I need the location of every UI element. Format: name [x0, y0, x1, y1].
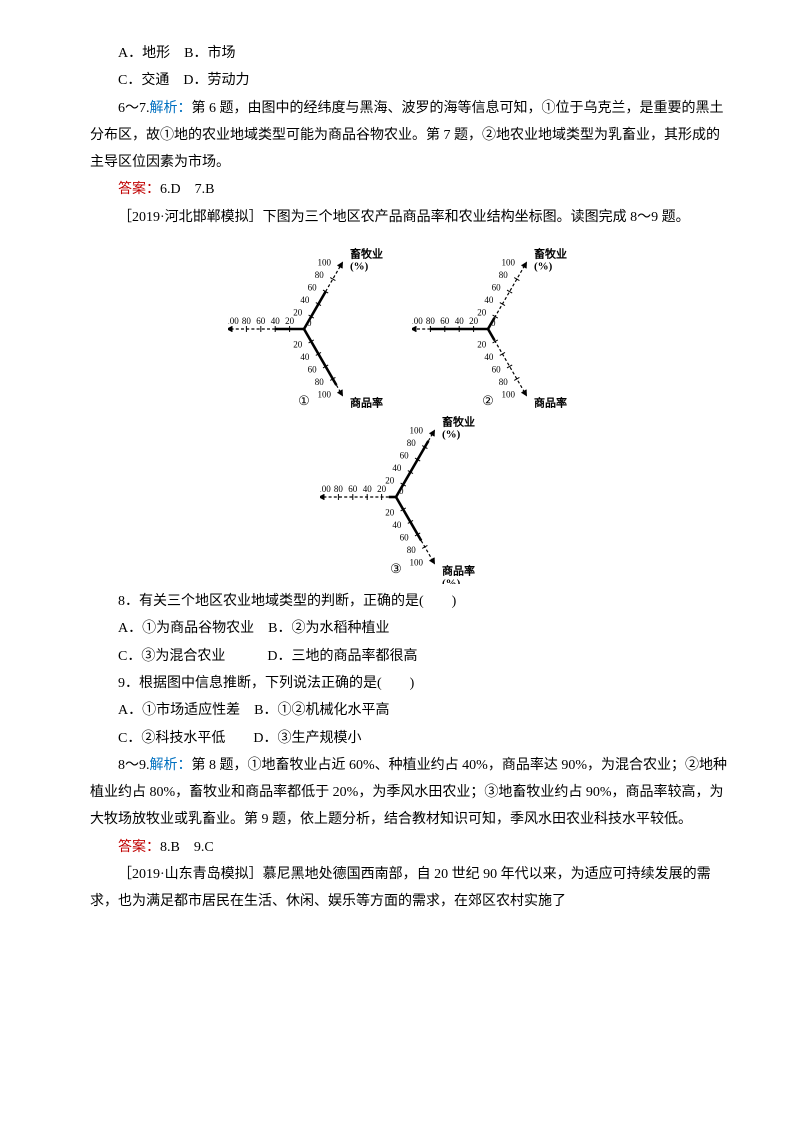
answer-8-9: 答案：8.B 9.C — [90, 834, 730, 861]
svg-text:80: 80 — [426, 316, 436, 326]
svg-text:20: 20 — [293, 340, 303, 350]
svg-text:20: 20 — [293, 308, 303, 318]
explain-8-9: 8～9.解析：第 8 题，①地畜牧业占近 60%、种植业约占 40%，商品率达 … — [90, 752, 730, 834]
three-axis-diagrams-row2: 20406080100畜牧业(%)20406080100种植业(%)204060… — [90, 409, 730, 584]
svg-text:100: 100 — [501, 389, 515, 399]
q8-opt-cd: C．③为混合农业 D．三地的商品率都很高 — [90, 643, 730, 670]
svg-text:③: ③ — [390, 561, 402, 576]
svg-text:(%): (%) — [534, 261, 553, 273]
svg-text:40: 40 — [363, 484, 373, 494]
explain-word-2: 解析： — [150, 758, 192, 773]
svg-text:80: 80 — [315, 270, 325, 280]
svg-text:20: 20 — [377, 484, 387, 494]
diagram-2: 20406080100畜牧业(%)20406080100种植业(%)204060… — [412, 241, 592, 411]
explain-6-7: 6～7.解析：第 6 题，由图中的经纬度与黑海、波罗的海等信息可知，①位于乌克兰… — [90, 95, 730, 177]
svg-text:60: 60 — [400, 451, 410, 461]
svg-text:20: 20 — [385, 476, 395, 486]
svg-text:(%): (%) — [534, 409, 553, 411]
svg-text:80: 80 — [315, 377, 325, 387]
svg-text:60: 60 — [491, 364, 501, 374]
svg-text:80: 80 — [499, 270, 509, 280]
svg-text:60: 60 — [308, 283, 318, 293]
svg-text:(%): (%) — [442, 577, 461, 584]
svg-text:80: 80 — [407, 545, 417, 555]
svg-text:40: 40 — [392, 520, 402, 530]
answer-8-9-text: 8.B 9.C — [160, 840, 214, 855]
q8-opt-ab: A．①为商品谷物农业 B．②为水稻种植业 — [90, 615, 730, 642]
svg-text:商品率: 商品率 — [350, 395, 383, 409]
svg-text:60: 60 — [348, 484, 358, 494]
svg-text:80: 80 — [242, 316, 252, 326]
svg-text:40: 40 — [392, 463, 402, 473]
svg-text:80: 80 — [499, 377, 509, 387]
svg-text:60: 60 — [491, 283, 501, 293]
svg-text:畜牧业: 畜牧业 — [534, 247, 567, 261]
options-row-2: C．交通 D．劳动力 — [90, 67, 730, 94]
q9-opt-cd: C．②科技水平低 D．③生产规模小 — [90, 725, 730, 752]
svg-text:(%): (%) — [350, 261, 369, 273]
svg-text:0: 0 — [491, 318, 496, 328]
svg-text:100: 100 — [318, 389, 332, 399]
options-row-1: A．地形 B．市场 — [90, 40, 730, 67]
svg-text:100: 100 — [228, 316, 239, 326]
q8-stem: 8．有关三个地区农业地域类型的判断，正确的是( ) — [90, 588, 730, 615]
svg-text:畜牧业: 畜牧业 — [442, 415, 475, 429]
explain-word: 解析： — [150, 101, 192, 116]
svg-text:100: 100 — [320, 484, 331, 494]
svg-text:0: 0 — [399, 486, 404, 496]
svg-text:60: 60 — [400, 532, 410, 542]
svg-text:60: 60 — [440, 316, 450, 326]
stem-8-9-intro-line1: ［2019·河北邯郸模拟］下图为三个地区农产品商品率和农业结构坐标图。读图完成 … — [90, 204, 730, 231]
answer-word-2: 答案： — [118, 840, 160, 855]
svg-text:100: 100 — [410, 426, 424, 436]
svg-text:40: 40 — [454, 316, 464, 326]
stem-next: ［2019·山东青岛模拟］慕尼黑地处德国西南部，自 20 世纪 90 年代以来，… — [90, 861, 730, 916]
svg-text:商品率: 商品率 — [534, 395, 567, 409]
svg-text:20: 20 — [385, 508, 395, 518]
svg-text:①: ① — [298, 393, 310, 408]
three-axis-diagrams: 20406080100畜牧业(%)20406080100种植业(%)204060… — [90, 241, 730, 411]
svg-text:100: 100 — [412, 316, 423, 326]
svg-text:100: 100 — [501, 258, 515, 268]
svg-text:40: 40 — [484, 295, 494, 305]
svg-text:②: ② — [482, 393, 494, 408]
q9-stem: 9．根据图中信息推断，下列说法正确的是( ) — [90, 670, 730, 697]
svg-text:80: 80 — [407, 438, 417, 448]
svg-text:20: 20 — [469, 316, 479, 326]
explain-6-7-label: 6～7. — [118, 101, 150, 116]
svg-text:20: 20 — [285, 316, 295, 326]
explain-8-9-label: 8～9. — [118, 758, 150, 773]
svg-text:40: 40 — [301, 352, 311, 362]
svg-text:60: 60 — [257, 316, 267, 326]
svg-text:80: 80 — [334, 484, 344, 494]
svg-text:100: 100 — [410, 557, 424, 567]
svg-text:20: 20 — [477, 308, 487, 318]
svg-text:商品率: 商品率 — [442, 563, 475, 577]
answer-6-7-text: 6.D 7.B — [160, 182, 214, 197]
svg-text:60: 60 — [308, 364, 318, 374]
diagram-3: 20406080100畜牧业(%)20406080100种植业(%)204060… — [320, 409, 500, 584]
svg-text:100: 100 — [318, 258, 332, 268]
svg-text:40: 40 — [271, 316, 281, 326]
diagram-1: 20406080100畜牧业(%)20406080100种植业(%)204060… — [228, 241, 408, 411]
svg-text:(%): (%) — [442, 429, 461, 441]
svg-text:40: 40 — [301, 295, 311, 305]
svg-text:0: 0 — [307, 318, 312, 328]
svg-text:20: 20 — [477, 340, 487, 350]
answer-word-1: 答案： — [118, 182, 160, 197]
q9-opt-ab: A．①市场适应性差 B．①②机械化水平高 — [90, 697, 730, 724]
svg-text:40: 40 — [484, 352, 494, 362]
answer-6-7: 答案：6.D 7.B — [90, 176, 730, 203]
svg-text:畜牧业: 畜牧业 — [350, 247, 383, 261]
